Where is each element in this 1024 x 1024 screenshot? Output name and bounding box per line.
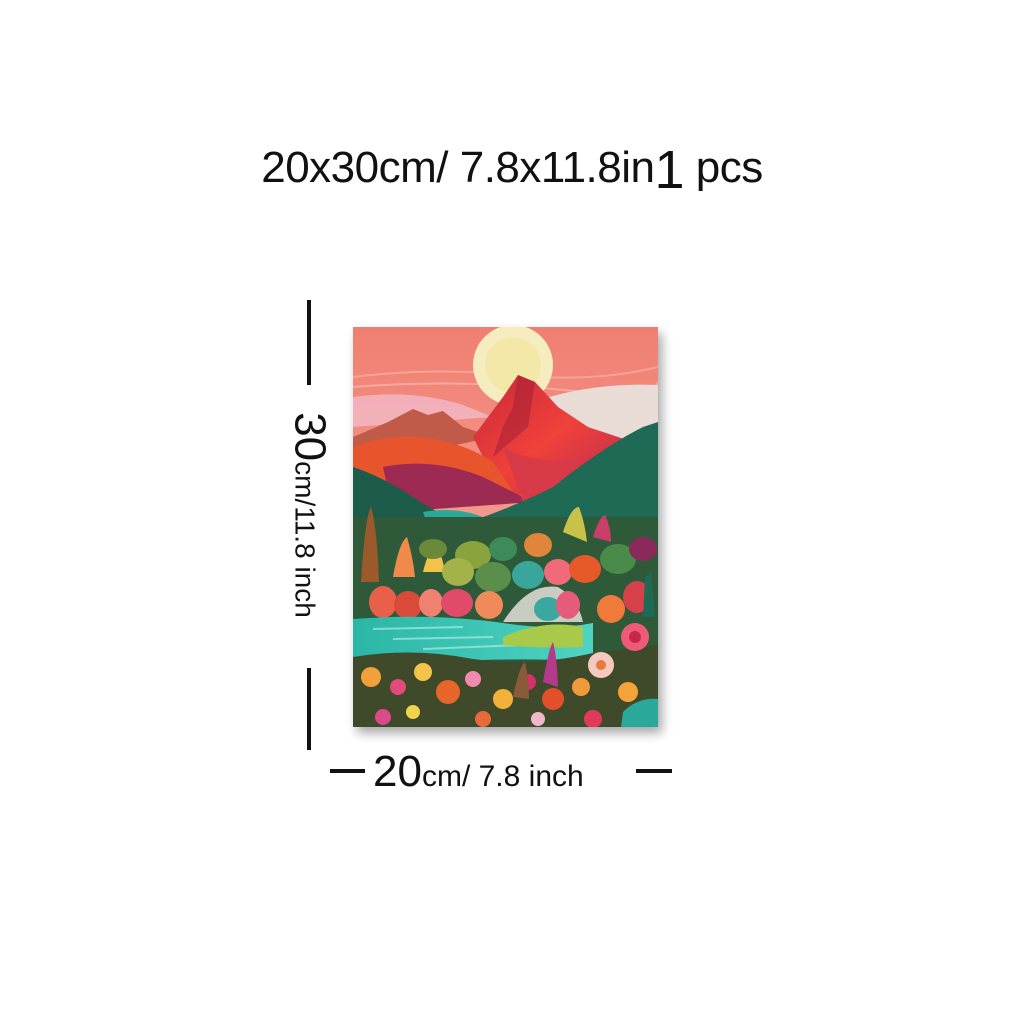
size-text: 20x30cm/ 7.8x11.8in <box>261 143 655 192</box>
width-dimension-line-right <box>636 769 672 773</box>
height-dimension-line-top <box>307 300 311 385</box>
height-unit: cm/11.8 inch <box>289 461 321 618</box>
width-value: 20 <box>373 747 422 796</box>
quantity-unit: pcs <box>684 143 763 192</box>
canvas-print <box>353 327 658 727</box>
height-value: 30 <box>285 412 335 462</box>
size-headline: 20x30cm/ 7.8x11.8in1 pcs <box>0 138 1024 197</box>
width-dimension-label: 20cm/ 7.8 inch <box>373 750 584 797</box>
mountain-landscape-painting <box>353 327 658 727</box>
width-dimension: 20cm/ 7.8 inch <box>330 750 674 797</box>
width-unit: cm/ 7.8 inch <box>421 760 584 793</box>
width-dimension-line-left <box>330 769 365 773</box>
quantity-number: 1 <box>654 140 685 200</box>
height-dimension-line-bottom <box>307 668 311 750</box>
